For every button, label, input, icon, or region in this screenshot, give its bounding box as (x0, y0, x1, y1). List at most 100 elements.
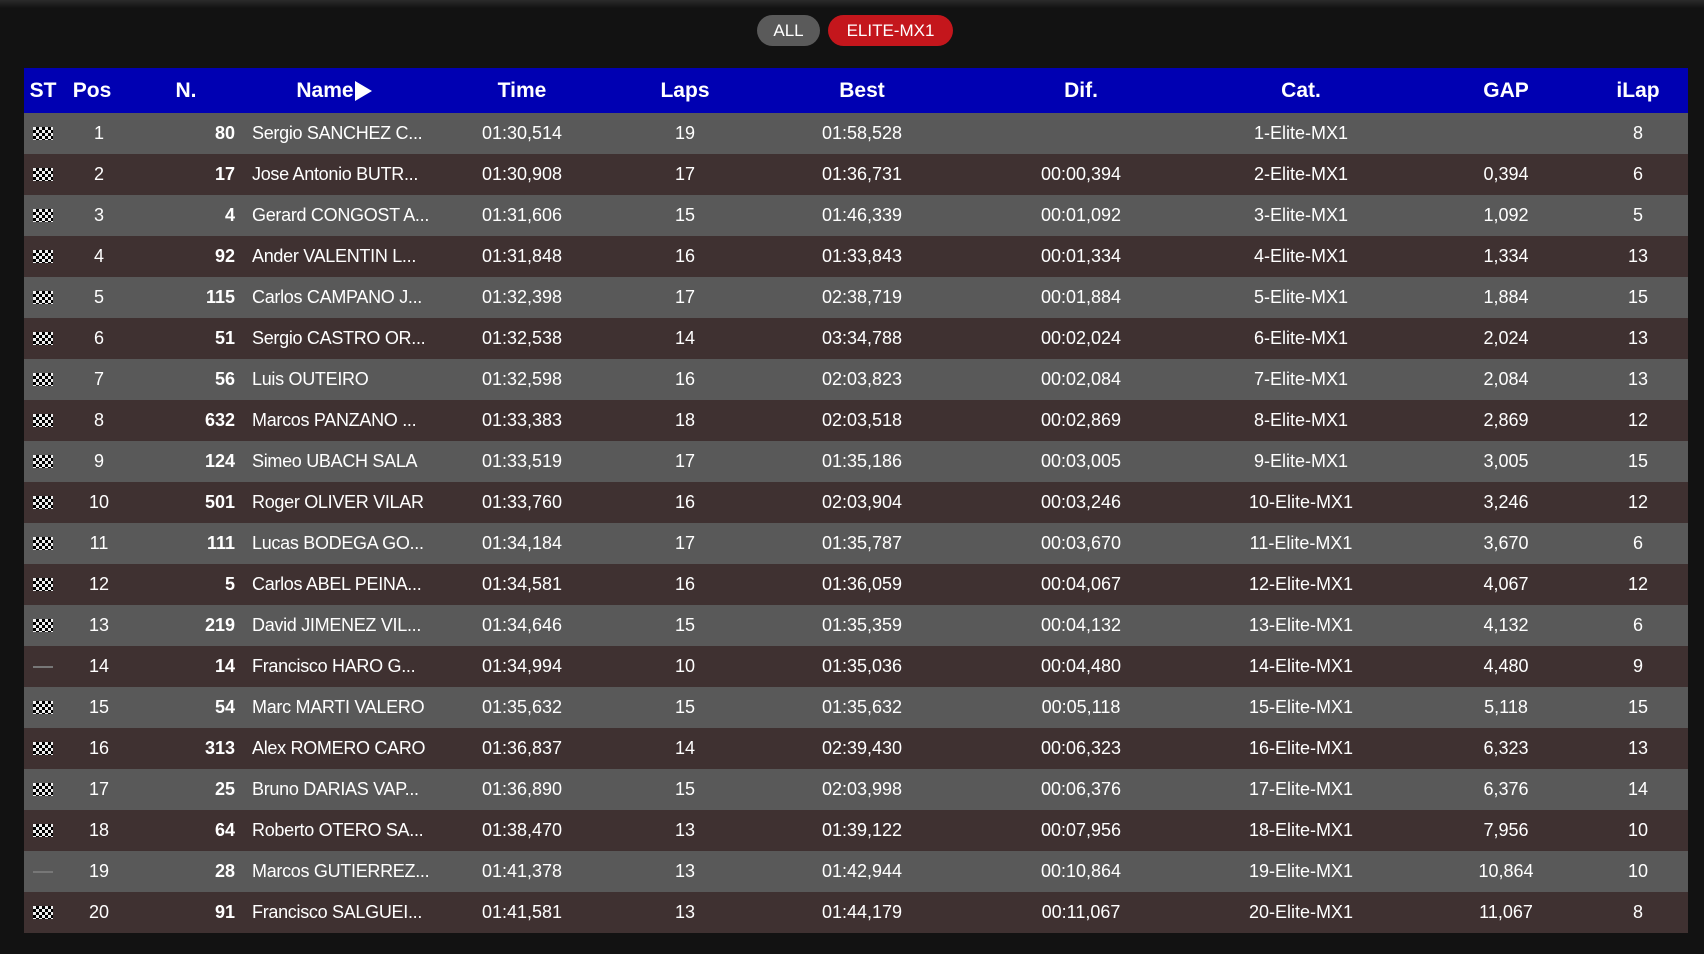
status-cell (24, 523, 62, 564)
gap-cell: 4,132 (1483, 615, 1529, 635)
dif-cell (934, 113, 1228, 154)
dif-cell: 00:04,480 (1040, 656, 1122, 676)
table-row[interactable]: 16 313 Alex ROMERO CARO 01:36,837 14 02:39,43… (24, 728, 1688, 769)
table-row[interactable]: 13 219 David JIMENEZ VIL... 01:34,646 15 01:3… (24, 605, 1688, 646)
num-cell: 219 (204, 615, 235, 635)
dif-cell: 00:01,884 (1040, 287, 1122, 307)
cat-cell: 12-Elite-MX1 (1248, 574, 1354, 594)
top-shade (0, 0, 1704, 8)
table-row[interactable]: 5 115 Carlos CAMPANO J... 01:32,398 17 02:38,… (24, 277, 1688, 318)
pos-cell: 13 (88, 615, 110, 635)
col-header-number[interactable]: N. (175, 78, 197, 102)
table-row[interactable]: 11 111 Lucas BODEGA GO... 01:34,184 17 01:35,… (24, 523, 1688, 564)
col-header-time[interactable]: Time (497, 78, 547, 102)
name-cell: Jose Antonio BUTR... (252, 164, 419, 184)
cat-cell: 4-Elite-MX1 (1253, 246, 1349, 266)
filter-elite-mx1-button[interactable]: ELITE-MX1 (828, 15, 953, 46)
name-cell: Marcos PANZANO ... (252, 410, 417, 430)
status-cell (24, 359, 62, 400)
table-row[interactable]: 3 4 Gerard CONGOST A... 01:31,606 15 01:46,33… (24, 195, 1688, 236)
gap-cell: 7,956 (1483, 820, 1529, 840)
status-cell (24, 810, 62, 851)
checkered-flag-icon (33, 824, 53, 837)
time-cell: 01:32,538 (481, 328, 563, 348)
cat-cell: 7-Elite-MX1 (1253, 369, 1349, 389)
status-cell (24, 400, 62, 441)
table-row[interactable]: 9 124 Simeo UBACH SALA 01:33,519 17 01:35,186… (24, 441, 1688, 482)
gap-cell: 3,670 (1483, 533, 1529, 553)
col-header-laps[interactable]: Laps (660, 78, 710, 102)
gap-cell: 2,869 (1483, 410, 1529, 430)
laps-cell: 15 (674, 779, 696, 799)
ilap-cell: 9 (1632, 656, 1643, 676)
name-cell: Simeo UBACH SALA (252, 451, 418, 471)
pos-cell: 18 (88, 820, 110, 840)
category-filter-bar: ALL ELITE-MX1 (757, 15, 953, 46)
best-cell: 03:34,788 (821, 328, 903, 348)
table-row[interactable]: 19 28 Marcos GUTIERREZ... 01:41,378 13 01:42,… (24, 851, 1688, 892)
checkered-flag-icon (33, 742, 53, 755)
checkered-flag-icon (33, 414, 53, 427)
time-cell: 01:31,606 (481, 205, 563, 225)
time-cell: 01:32,398 (481, 287, 563, 307)
best-cell: 02:03,998 (821, 779, 903, 799)
best-cell: 01:58,528 (821, 123, 903, 143)
table-row[interactable]: 15 54 Marc MARTI VALERO 01:35,632 15 01:35,63… (24, 687, 1688, 728)
table-row[interactable]: 12 5 Carlos ABEL PEINA... 01:34,581 16 01:36,… (24, 564, 1688, 605)
ilap-cell: 6 (1632, 533, 1643, 553)
best-cell: 02:03,904 (821, 492, 903, 512)
laps-cell: 16 (674, 492, 696, 512)
table-row[interactable]: 17 25 Bruno DARIAS VAP... 01:36,890 15 02:03,… (24, 769, 1688, 810)
col-header-st[interactable]: ST (29, 78, 57, 102)
table-row[interactable]: 18 64 Roberto OTERO SA... 01:38,470 13 01:39,… (24, 810, 1688, 851)
status-cell (24, 277, 62, 318)
table-row[interactable]: 14 14 Francisco HARO G... 01:34,994 10 01:35,… (24, 646, 1688, 687)
table-row[interactable]: 6 51 Sergio CASTRO OR... 01:32,538 14 03:34,7… (24, 318, 1688, 359)
table-body: 1 80 Sergio SANCHEZ C... 01:30,514 19 01:58,5… (24, 113, 1688, 933)
filter-all-button[interactable]: ALL (757, 15, 820, 46)
dif-cell: 00:04,067 (1040, 574, 1122, 594)
num-cell: 92 (214, 246, 235, 266)
col-header-dif[interactable]: Dif. (1064, 78, 1098, 102)
time-cell: 01:31,848 (481, 246, 563, 266)
cat-cell: 20-Elite-MX1 (1248, 902, 1354, 922)
cat-cell: 11-Elite-MX1 (1249, 533, 1353, 553)
ilap-cell: 12 (1627, 410, 1649, 430)
status-cell (24, 318, 62, 359)
name-cell: Francisco HARO G... (252, 656, 416, 676)
table-row[interactable]: 10 501 Roger OLIVER VILAR 01:33,760 16 02:03,… (24, 482, 1688, 523)
laps-cell: 15 (674, 205, 696, 225)
time-cell: 01:34,184 (481, 533, 563, 553)
ilap-cell: 13 (1627, 738, 1649, 758)
table-row[interactable]: 4 92 Ander VALENTIN L... 01:31,848 16 01:33,8… (24, 236, 1688, 277)
table-row[interactable]: 20 91 Francisco SALGUEI... 01:41,581 13 01:44… (24, 892, 1688, 933)
ilap-cell: 15 (1627, 451, 1649, 471)
col-header-ilap[interactable]: iLap (1616, 78, 1660, 102)
status-cell (24, 441, 62, 482)
name-cell: Marcos GUTIERREZ... (252, 861, 430, 881)
time-cell: 01:36,837 (481, 738, 563, 758)
table-row[interactable]: 7 56 Luis OUTEIRO 01:32,598 16 02:03,823 00:02… (24, 359, 1688, 400)
status-cell (24, 646, 62, 687)
name-cell: David JIMENEZ VIL... (252, 615, 422, 635)
time-cell: 01:30,908 (481, 164, 563, 184)
num-cell: 51 (214, 328, 235, 348)
status-cell (24, 195, 62, 236)
status-cell (24, 769, 62, 810)
col-header-name[interactable]: Name (252, 68, 416, 113)
sort-triangle-right-icon (354, 80, 372, 101)
table-row[interactable]: 1 80 Sergio SANCHEZ C... 01:30,514 19 01:58,5… (24, 113, 1688, 154)
col-header-cat[interactable]: Cat. (1281, 78, 1321, 102)
best-cell: 01:36,731 (821, 164, 903, 184)
table-row[interactable]: 8 632 Marcos PANZANO ... 01:33,383 18 02:03,5… (24, 400, 1688, 441)
status-cell (24, 154, 62, 195)
table-row[interactable]: 2 17 Jose Antonio BUTR... 01:30,908 17 01:36,… (24, 154, 1688, 195)
num-cell: 5 (224, 574, 235, 594)
col-header-best[interactable]: Best (839, 78, 885, 102)
col-header-gap[interactable]: GAP (1483, 78, 1529, 102)
col-header-pos[interactable]: Pos (72, 78, 112, 102)
best-cell: 01:42,944 (821, 861, 903, 881)
best-cell: 01:35,186 (821, 451, 903, 471)
best-cell: 02:03,823 (821, 369, 903, 389)
time-cell: 01:33,383 (481, 410, 563, 430)
